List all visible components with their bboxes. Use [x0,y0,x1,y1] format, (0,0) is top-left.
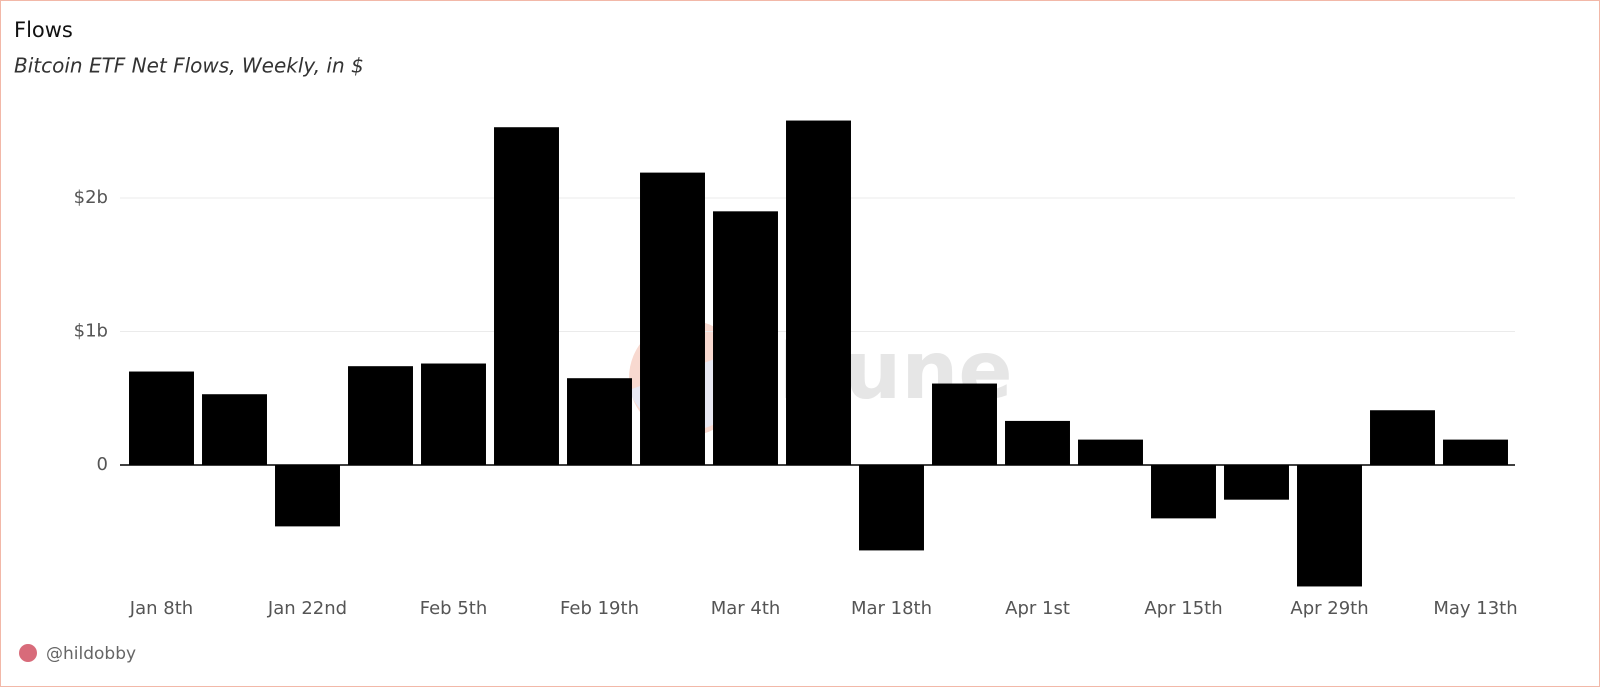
bar [567,378,632,465]
bar [202,394,267,465]
y-tick-label: $1b [74,320,108,341]
bar [932,383,997,465]
author: @hildobby [46,644,136,664]
x-tick-label: Apr 29th [1290,598,1368,619]
bar [713,211,778,465]
y-tick-label: 0 [97,454,108,475]
x-tick-label: Feb 19th [560,598,639,619]
x-tick-label: Jan 8th [129,598,193,619]
bar [1297,464,1362,587]
x-tick-label: Apr 15th [1144,598,1222,619]
avatar [19,644,37,662]
bar [275,464,340,527]
x-tick-label: Feb 5th [420,598,488,619]
bar [1224,464,1289,500]
x-tick-label: Mar 4th [711,598,781,619]
x-tick-label: Apr 1st [1005,598,1070,619]
bar [421,363,486,465]
bar [859,464,924,551]
bar [494,127,559,465]
bar [348,366,413,465]
bar [1005,420,1070,465]
y-tick-label: $2b [74,187,108,208]
plot: 0 $1b $2b Jan 8th Jan 22nd Feb 5th Feb 19th Mar… [74,120,1518,619]
bar [1443,439,1508,465]
x-tick-label: May 13th [1433,598,1517,619]
bar [1151,464,1216,519]
chart-subtitle: Bitcoin ETF Net Flows, Weekly, in $ [14,54,364,78]
bar [129,371,194,465]
bar [1370,410,1435,465]
bar [1078,439,1143,465]
x-tick-label: Jan 22nd [267,598,347,619]
x-tick-label: Mar 18th [851,598,932,619]
chart-title: Flows [14,18,73,42]
bar [786,120,851,465]
bar [640,172,705,465]
